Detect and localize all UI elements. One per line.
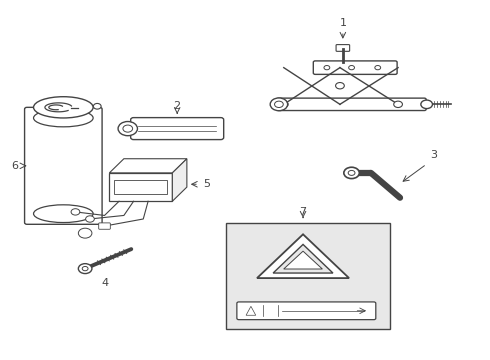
- Polygon shape: [284, 251, 322, 269]
- FancyBboxPatch shape: [237, 302, 376, 320]
- Circle shape: [78, 264, 92, 274]
- Ellipse shape: [33, 205, 93, 222]
- Circle shape: [118, 122, 138, 136]
- Text: 4: 4: [101, 278, 108, 288]
- Polygon shape: [109, 159, 187, 173]
- FancyBboxPatch shape: [24, 107, 102, 224]
- Text: 2: 2: [173, 100, 181, 111]
- Circle shape: [71, 209, 80, 215]
- Text: 7: 7: [299, 207, 307, 217]
- Ellipse shape: [33, 109, 93, 127]
- FancyBboxPatch shape: [131, 118, 223, 140]
- Ellipse shape: [33, 97, 93, 118]
- Bar: [114, 180, 168, 194]
- Text: 1: 1: [340, 18, 346, 28]
- Circle shape: [394, 101, 402, 108]
- FancyBboxPatch shape: [98, 223, 110, 229]
- Circle shape: [375, 66, 381, 70]
- Circle shape: [86, 216, 95, 222]
- FancyBboxPatch shape: [336, 45, 350, 51]
- Text: 5: 5: [203, 179, 210, 189]
- Polygon shape: [172, 159, 187, 201]
- Polygon shape: [246, 306, 256, 315]
- Circle shape: [94, 103, 101, 109]
- Circle shape: [82, 266, 88, 271]
- Circle shape: [270, 98, 288, 111]
- FancyBboxPatch shape: [313, 61, 397, 75]
- Circle shape: [324, 66, 330, 70]
- Circle shape: [344, 167, 359, 179]
- Circle shape: [78, 228, 92, 238]
- Circle shape: [348, 170, 355, 175]
- Bar: [109, 173, 172, 201]
- Circle shape: [123, 125, 133, 132]
- Polygon shape: [257, 234, 349, 278]
- Polygon shape: [273, 244, 333, 273]
- Circle shape: [274, 101, 283, 108]
- Circle shape: [336, 82, 344, 89]
- Circle shape: [279, 101, 288, 108]
- FancyBboxPatch shape: [277, 98, 426, 111]
- Circle shape: [349, 66, 354, 70]
- Bar: [225, 222, 391, 329]
- Text: 6: 6: [11, 161, 19, 171]
- Text: 3: 3: [430, 150, 438, 160]
- Circle shape: [421, 100, 433, 109]
